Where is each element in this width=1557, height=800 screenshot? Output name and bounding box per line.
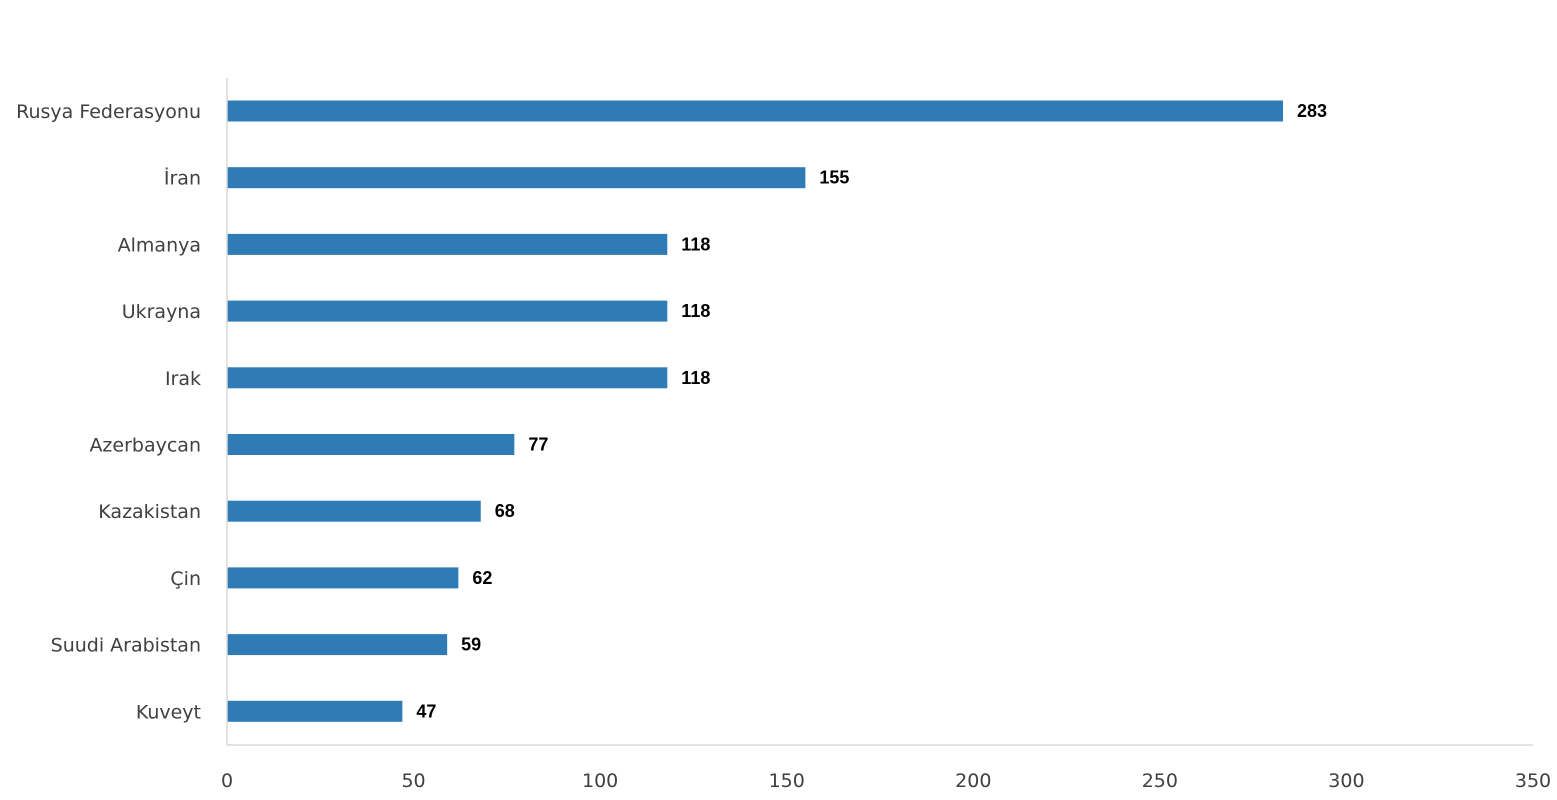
axis-layer: 0 50 100 150 200 250 300 350: [221, 78, 1551, 792]
category-label: İran: [164, 167, 201, 190]
data-label: 283: [1297, 101, 1327, 121]
category-label: Irak: [165, 368, 201, 390]
x-tick-label: 200: [955, 770, 991, 792]
data-label: 47: [416, 701, 436, 721]
bar: [227, 367, 668, 389]
data-label: 68: [495, 501, 515, 521]
data-label: 118: [681, 301, 710, 321]
x-tick-label: 50: [401, 770, 425, 792]
category-label: Kuveyt: [136, 701, 201, 723]
data-label: 118: [681, 368, 710, 388]
bar: [227, 700, 403, 722]
bar: [227, 167, 806, 189]
x-tick-label: 250: [1142, 770, 1178, 792]
x-tick-label: 300: [1328, 770, 1364, 792]
data-label: 155: [819, 168, 849, 188]
bar: [227, 100, 1283, 122]
bar: [227, 634, 448, 656]
bar: [227, 434, 515, 455]
data-label: 62: [472, 568, 492, 588]
x-tick-label: 350: [1515, 770, 1551, 792]
x-tick-label: 0: [221, 770, 233, 792]
category-label: Rusya Federasyonu: [16, 101, 201, 123]
bar: [227, 500, 481, 522]
x-tick-label: 150: [769, 770, 805, 792]
category-label: Kazakistan: [98, 501, 201, 523]
category-label: Çin: [170, 568, 201, 590]
category-label: Ukrayna: [122, 301, 201, 323]
data-label: 59: [461, 635, 481, 655]
bar: [227, 567, 459, 589]
data-label: 77: [528, 435, 548, 455]
category-label: Suudi Arabistan: [51, 635, 201, 657]
category-label: Almanya: [118, 234, 201, 256]
bar: [227, 233, 668, 255]
category-label: Azerbaycan: [89, 435, 201, 457]
data-label: 118: [681, 234, 710, 254]
labels-layer: Rusya Federasyonu 283 İran 155 Almanya 118 Ukr…: [16, 101, 1327, 723]
bar: [227, 300, 668, 322]
bars-layer: [227, 100, 1283, 722]
x-tick-label: 100: [582, 770, 618, 792]
